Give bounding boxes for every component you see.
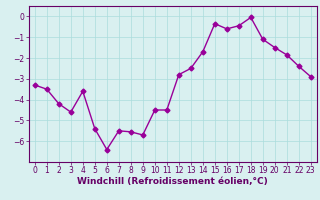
X-axis label: Windchill (Refroidissement éolien,°C): Windchill (Refroidissement éolien,°C): [77, 177, 268, 186]
